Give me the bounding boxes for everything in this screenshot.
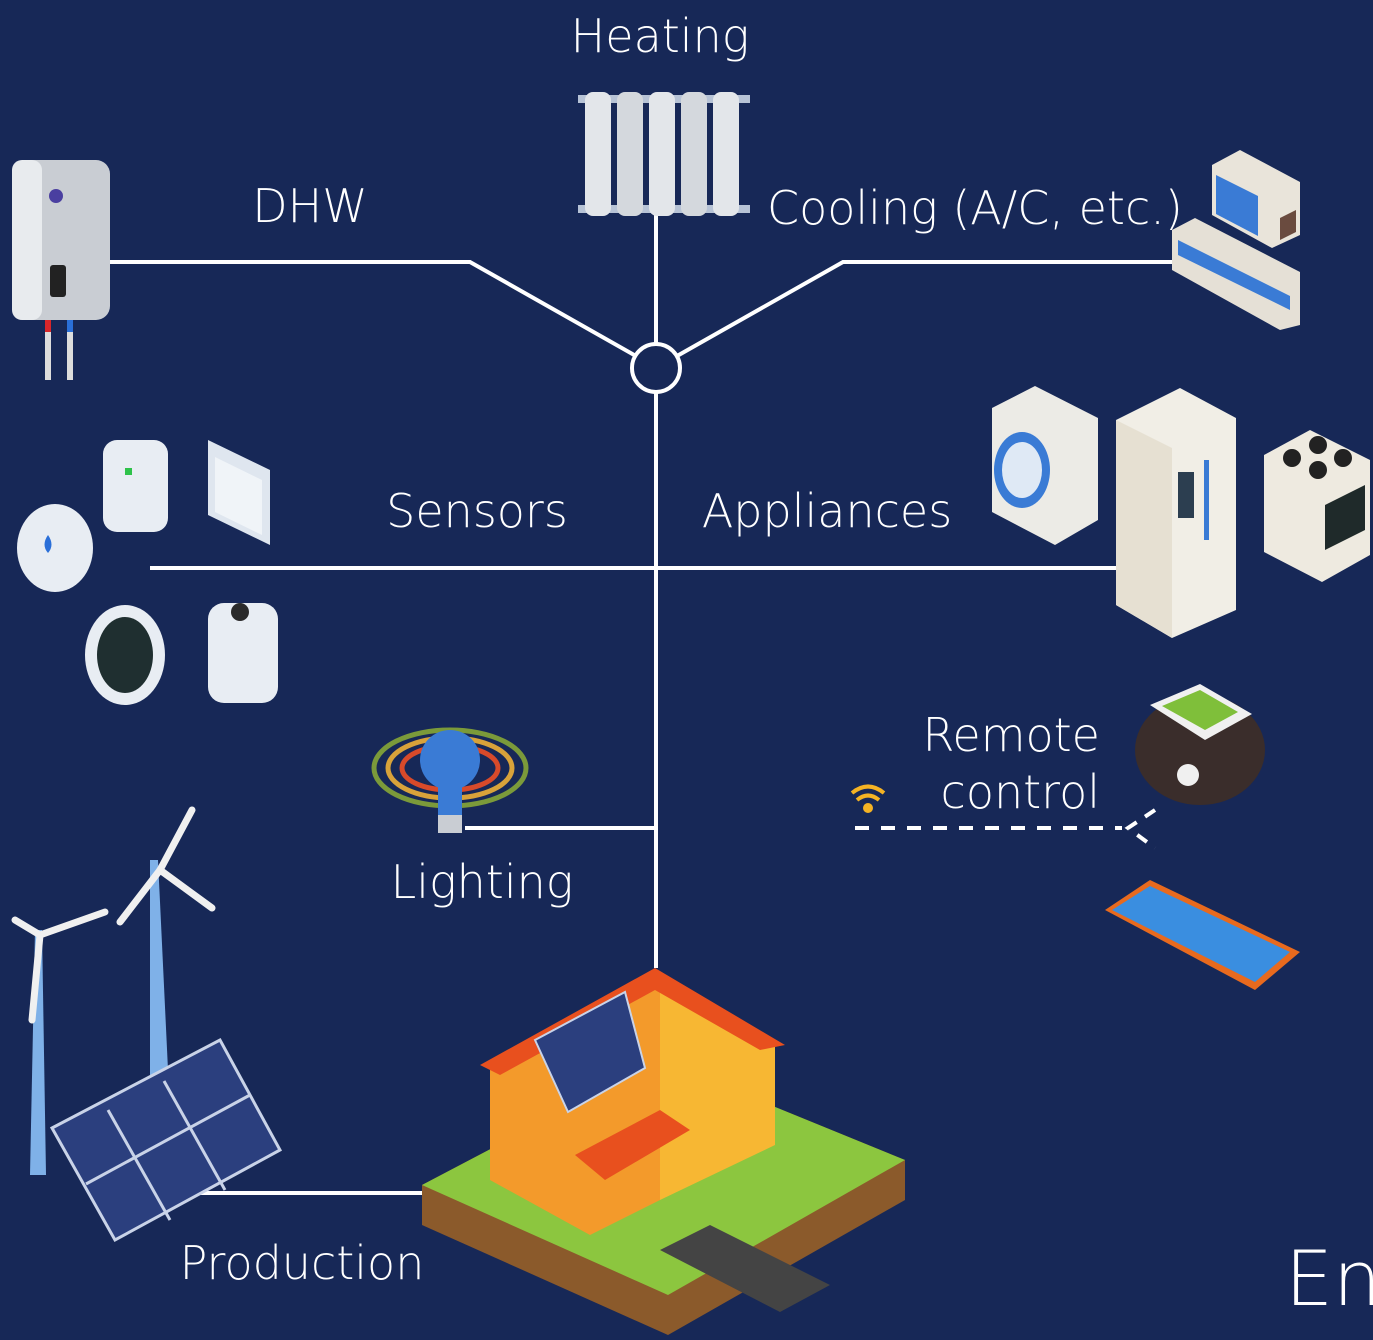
production-label: Production [180, 1236, 425, 1290]
corner-text: En [1285, 1234, 1373, 1323]
radiator-icon [578, 92, 750, 216]
appliances-label: Appliances [702, 484, 952, 538]
cooling-label: Cooling (A/C, etc.) [767, 181, 1183, 235]
heating-label: Heating [571, 9, 750, 63]
sensors-label: Sensors [386, 484, 568, 538]
remote-label-line: control [941, 765, 1100, 819]
remote-label-line: Remote [923, 708, 1101, 762]
lighting-label: Lighting [391, 855, 574, 909]
dhw-label: DHW [252, 179, 368, 233]
diagram: Heating DHW Cooling (A/C, etc.) Sensors … [0, 0, 1373, 1340]
